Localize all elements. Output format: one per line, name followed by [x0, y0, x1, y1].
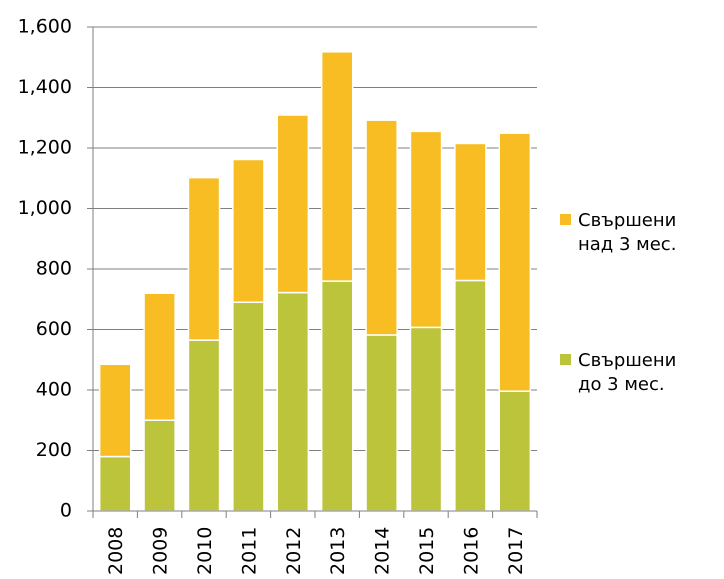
x-tick-label: 2013: [327, 527, 349, 575]
bars: [98, 51, 532, 512]
axes: [87, 26, 538, 518]
bar-under-3-months-2011: [232, 301, 265, 512]
x-tick-label: 2012: [283, 527, 305, 575]
y-tick-label: 600: [36, 318, 72, 340]
bar-over-3-months-2013: [320, 51, 354, 282]
legend: Свършени над 3 мес. Свършени до 3 мес.: [560, 210, 676, 395]
y-tick-label: 1,200: [18, 137, 72, 159]
bar-under-3-months-2012: [276, 291, 310, 512]
x-axis-ticks: 2008 2009 2010 2011 2012 2013 2014 2015 2016 2017: [105, 527, 527, 575]
x-tick-label: 2011: [238, 527, 260, 575]
legend-swatch: [560, 354, 571, 365]
bar-over-3-months-2014: [365, 119, 398, 336]
y-tick-label: 1,000: [18, 197, 72, 219]
bar-over-3-months-2017: [498, 132, 532, 392]
bar-under-3-months-2008: [98, 455, 132, 512]
x-tick-label: 2008: [105, 527, 127, 575]
y-tick-label: 1,400: [18, 76, 72, 98]
y-tick-label: 400: [36, 379, 72, 401]
bar-under-3-months-2015: [409, 326, 443, 512]
y-tick-label: 800: [36, 258, 72, 280]
bar-under-3-months-2010: [187, 339, 221, 512]
bar-over-3-months-2015: [409, 130, 443, 329]
x-tick-label: 2010: [194, 527, 216, 575]
x-tick-label: 2016: [460, 527, 482, 575]
y-axis-ticks: 0 200 400 600 800 1,000 1,200 1,400 1,600: [18, 16, 72, 522]
legend-swatch: [560, 214, 571, 225]
y-tick-label: 200: [36, 439, 72, 461]
legend-label: Свършени: [578, 210, 676, 231]
bar-over-3-months-2010: [187, 176, 221, 341]
bar-over-3-months-2008: [98, 363, 132, 458]
y-tick-label: 0: [60, 500, 72, 522]
bar-under-3-months-2009: [143, 419, 176, 512]
bar-over-3-months-2012: [276, 114, 310, 294]
x-tick-label: 2017: [505, 527, 527, 575]
y-tick-label: 1,600: [18, 16, 72, 38]
bar-over-3-months-2011: [232, 158, 265, 304]
legend-label: Свършени: [578, 350, 676, 371]
legend-label: над 3 мес.: [578, 234, 676, 255]
bar-under-3-months-2014: [365, 334, 398, 512]
x-tick-label: 2014: [372, 527, 394, 575]
bar-over-3-months-2009: [143, 292, 176, 422]
legend-label: до 3 мес.: [578, 374, 665, 395]
bar-under-3-months-2013: [320, 280, 354, 512]
bar-under-3-months-2017: [498, 390, 532, 512]
bar-under-3-months-2016: [454, 279, 487, 512]
x-tick-label: 2015: [416, 527, 438, 575]
bar-over-3-months-2016: [454, 142, 487, 282]
x-tick-label: 2009: [150, 527, 172, 575]
